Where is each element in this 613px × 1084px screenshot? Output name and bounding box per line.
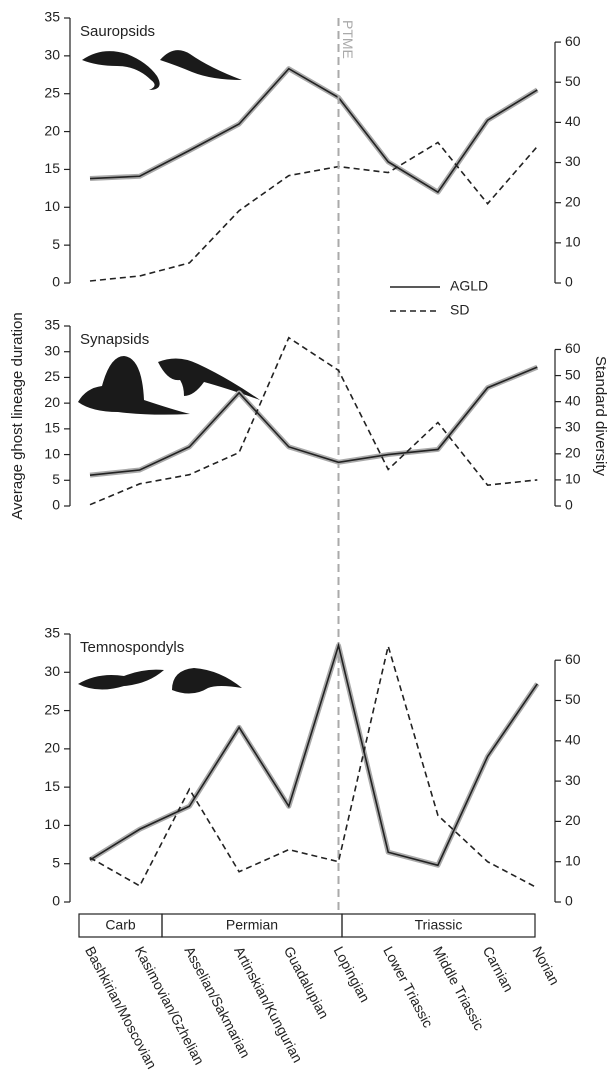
silhouette: [158, 358, 260, 400]
y2-tick-label: 40: [565, 392, 581, 408]
panel-title: Temnospondyls: [80, 639, 184, 656]
y-tick-label: 5: [52, 854, 60, 870]
series-line: [89, 642, 538, 867]
panel-title: Sauropsids: [80, 23, 155, 40]
y-tick-label: 20: [44, 122, 60, 138]
silhouette: [172, 668, 242, 694]
y2-tick-label: 20: [565, 193, 581, 209]
y2-tick-label: 10: [565, 234, 581, 250]
y-tick-label: 35: [44, 317, 60, 333]
y2-tick-label: 60: [565, 651, 581, 667]
period-box: [341, 913, 536, 938]
y-tick-label: 15: [44, 420, 60, 436]
y2-tick-label: 50: [565, 691, 581, 707]
period-label: Triassic: [415, 917, 463, 933]
y-tick-label: 25: [44, 701, 60, 717]
series-line: [89, 67, 538, 194]
period-label: Carb: [105, 917, 136, 933]
period-label: Permian: [226, 917, 278, 933]
x-tick-label: Middle Triassic: [430, 944, 488, 1033]
series-line: [89, 366, 538, 476]
y2-tick-label: 30: [565, 418, 581, 434]
y2-tick-label: 10: [565, 471, 581, 487]
y-tick-label: 20: [44, 740, 60, 756]
silhouettes: [78, 50, 260, 694]
y2-tick-label: 60: [565, 340, 581, 356]
y2-tick-label: 20: [565, 445, 581, 461]
y2-tick-label: 0: [565, 893, 573, 909]
y2-tick-label: 20: [565, 812, 581, 828]
series-line: [89, 336, 538, 506]
y2-tick-label: 40: [565, 732, 581, 748]
y-tick-label: 0: [52, 274, 60, 290]
panel-title: Synapsids: [80, 331, 149, 348]
x-tick-label: Guadalupian: [281, 944, 332, 1022]
y-tick-label: 0: [52, 893, 60, 909]
silhouette: [82, 51, 160, 90]
y-tick-label: 10: [44, 198, 60, 214]
y-tick-label: 30: [44, 663, 60, 679]
silhouette: [78, 669, 164, 690]
y-axis-label: Average ghost lineage duration: [9, 312, 26, 519]
y-tick-label: 5: [52, 236, 60, 252]
y-tick-label: 30: [44, 47, 60, 63]
legend-label: SD: [450, 302, 469, 318]
y2-tick-label: 50: [565, 73, 581, 89]
silhouette: [160, 50, 242, 80]
y-tick-label: 35: [44, 9, 60, 25]
uncertainty-band: [88, 642, 540, 868]
uncertainty-band: [89, 364, 539, 478]
silhouette: [78, 356, 190, 415]
y-tick-label: 25: [44, 368, 60, 384]
y2-tick-label: 30: [565, 153, 581, 169]
series-line: [89, 141, 538, 282]
y2-axis-label: Standard diversity: [592, 356, 609, 477]
y-tick-label: 35: [44, 625, 60, 641]
y-tick-label: 20: [44, 394, 60, 410]
x-tick-label: Norian: [529, 944, 562, 988]
x-tick-label: Lower Triassic: [380, 944, 436, 1031]
y-tick-label: 10: [44, 816, 60, 832]
legend-label: AGLD: [450, 278, 488, 294]
x-tick-label: Carnian: [480, 944, 517, 995]
y-tick-label: 5: [52, 471, 60, 487]
y-tick-label: 0: [52, 497, 60, 513]
y-tick-label: 10: [44, 445, 60, 461]
y2-tick-label: 50: [565, 366, 581, 382]
y2-tick-label: 30: [565, 772, 581, 788]
x-tick-label: Lopingian: [331, 944, 374, 1005]
series-line: [89, 642, 538, 889]
y2-tick-label: 0: [565, 274, 573, 290]
y-tick-label: 15: [44, 778, 60, 794]
annotation: PTME: [340, 20, 356, 59]
y2-tick-label: 10: [565, 852, 581, 868]
y2-tick-label: 40: [565, 113, 581, 129]
y2-tick-label: 60: [565, 33, 581, 49]
y-tick-label: 25: [44, 84, 60, 100]
y2-tick-label: 0: [565, 497, 573, 513]
y-tick-label: 15: [44, 160, 60, 176]
y-tick-label: 30: [44, 342, 60, 358]
